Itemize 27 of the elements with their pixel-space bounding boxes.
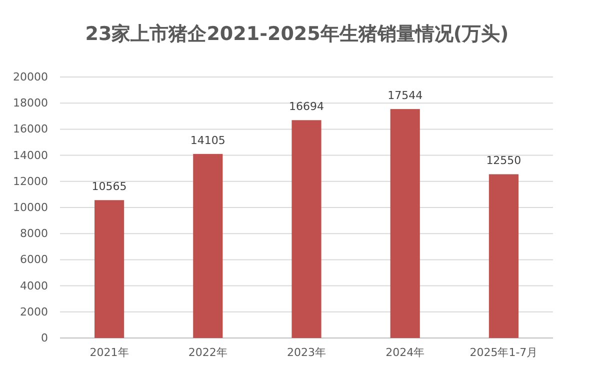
x-tick-label: 2024年	[386, 346, 425, 359]
bar	[390, 109, 420, 338]
x-tick-label: 2022年	[188, 346, 228, 359]
x-tick-label: 2025年1-7月	[470, 346, 538, 359]
bar	[488, 174, 518, 338]
data-label: 17544	[388, 89, 423, 102]
y-tick-label: 4000	[20, 279, 48, 292]
chart-title: 23家上市猪企2021-2025年生猪销量情况(万头)	[85, 23, 509, 45]
y-tick-label: 8000	[20, 227, 48, 240]
x-tick-label: 2021年	[90, 346, 129, 359]
data-label: 14105	[190, 134, 226, 147]
y-tick-label: 20000	[13, 70, 48, 84]
x-tick-label: 2023年	[287, 346, 326, 359]
data-label: 12550	[486, 154, 522, 168]
y-tick-label: 10000	[13, 201, 48, 214]
data-label: 10565	[92, 180, 127, 194]
y-tick-label: 0	[41, 332, 48, 345]
data-label: 16694	[289, 100, 324, 114]
y-tick-label: 16000	[13, 122, 48, 136]
bar	[292, 120, 322, 338]
y-tick-label: 12000	[13, 174, 48, 188]
y-tick-label: 6000	[20, 253, 48, 266]
y-tick-label: 18000	[13, 96, 48, 110]
bar	[193, 154, 223, 338]
y-tick-label: 14000	[13, 148, 48, 162]
bar	[94, 200, 124, 338]
y-tick-label: 2000	[20, 305, 48, 318]
